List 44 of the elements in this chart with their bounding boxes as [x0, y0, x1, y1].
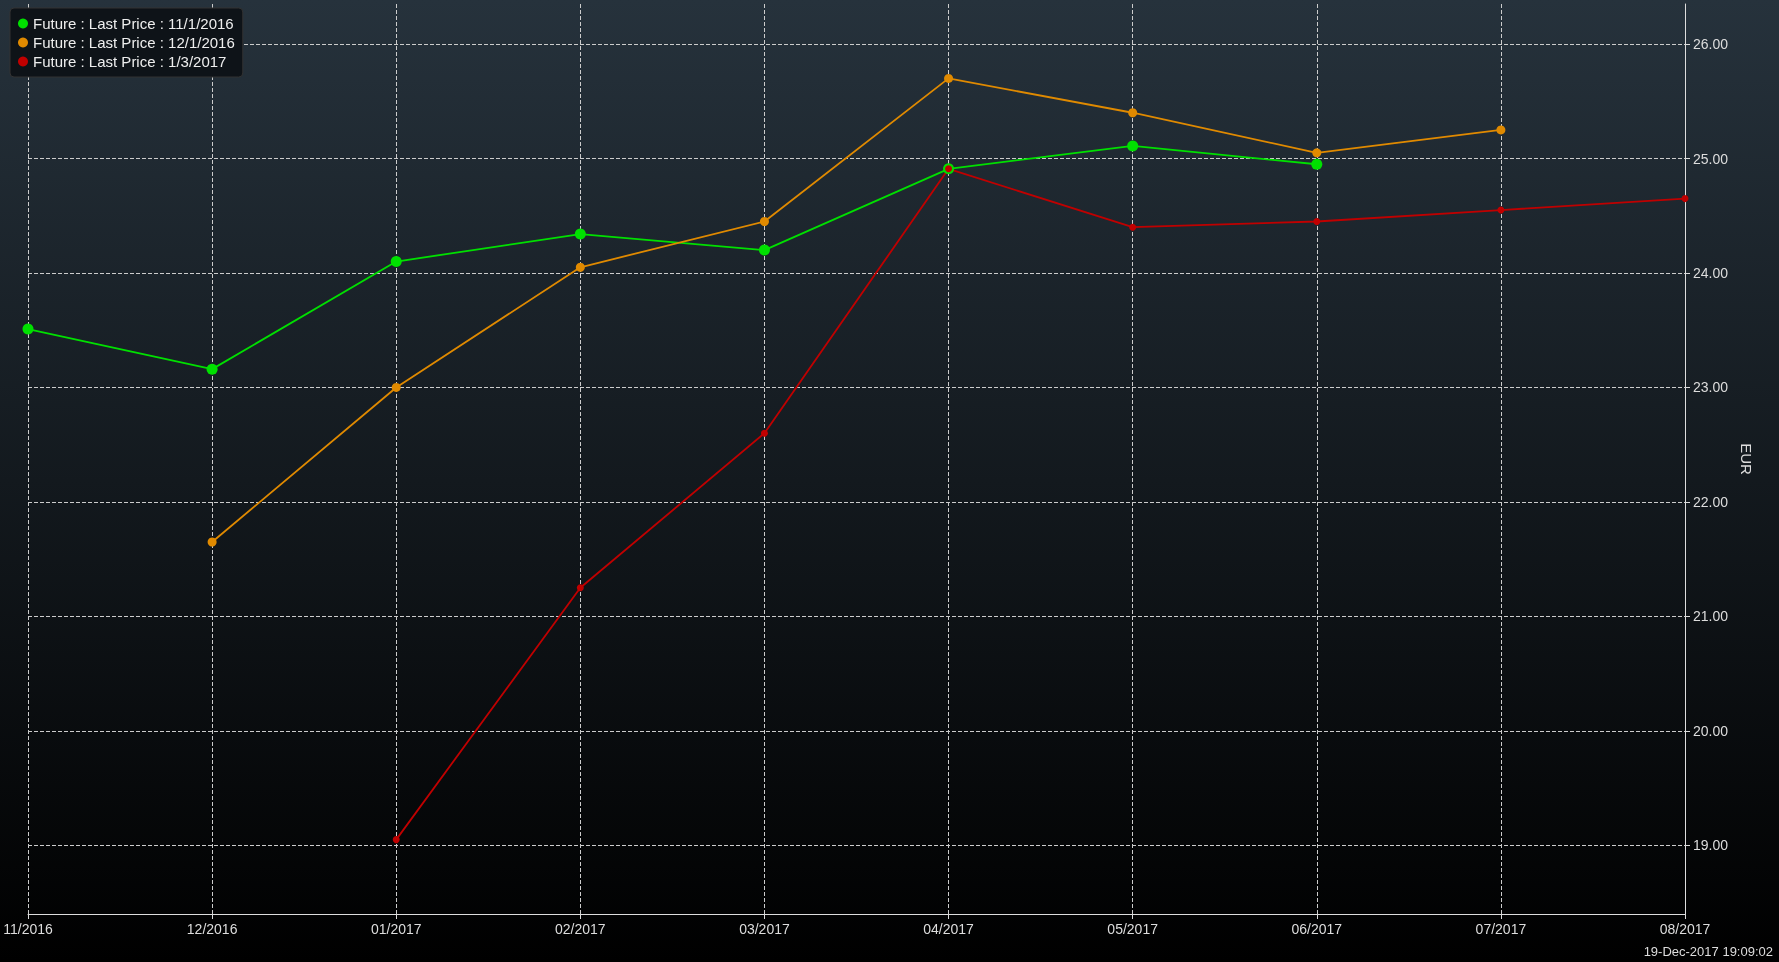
x-tick-label: 03/2017 — [739, 921, 790, 937]
x-tick-label: 07/2017 — [1475, 921, 1527, 937]
point — [391, 382, 401, 392]
x-tick-label: 04/2017 — [923, 921, 975, 937]
x-tick-label: 05/2017 — [1107, 921, 1159, 937]
x-tick-label: 12/2016 — [186, 921, 238, 937]
point — [392, 836, 400, 844]
x-tick-label: 02/2017 — [555, 921, 606, 937]
x-tick-label: 08/2017 — [1659, 921, 1711, 937]
point — [758, 244, 770, 256]
y-tick-label: 22.00 — [1693, 493, 1729, 510]
point — [1313, 217, 1321, 225]
x-tick-label: 06/2017 — [1291, 921, 1343, 937]
point — [390, 256, 402, 268]
point — [944, 73, 954, 83]
point — [575, 262, 585, 272]
point — [1681, 195, 1689, 203]
text: 19-Dec-2017 19:09:02 — [1643, 944, 1773, 959]
point — [576, 584, 584, 592]
point — [22, 323, 34, 335]
y-tick-label: 26.00 — [1693, 36, 1729, 53]
legend-label: Future : Last Price : 12/1/2016 — [33, 34, 235, 51]
y-axis-title: EUR — [1737, 443, 1755, 475]
y-tick-label: 21.00 — [1693, 608, 1729, 625]
y-tick-label: 19.00 — [1693, 837, 1729, 854]
point — [574, 228, 586, 240]
point — [1129, 223, 1137, 231]
y-tick-label: 24.00 — [1693, 264, 1729, 281]
x-tick-label: 01/2017 — [370, 921, 422, 937]
y-tick-label: 25.00 — [1693, 150, 1729, 167]
x-tick-label: 11/2016 — [3, 921, 53, 937]
y-tick-label: 20.00 — [1693, 722, 1729, 739]
point — [1127, 140, 1139, 152]
legend-label: Future : Last Price : 11/1/2016 — [33, 15, 234, 32]
point — [207, 537, 217, 547]
point — [759, 216, 769, 226]
point — [206, 363, 218, 375]
point — [1496, 125, 1506, 135]
point — [1128, 108, 1138, 118]
point — [760, 429, 768, 437]
point — [1312, 148, 1322, 158]
point — [1311, 158, 1323, 170]
legend-label: Future : Last Price : 1/3/2017 — [33, 53, 227, 70]
y-tick-label: 23.00 — [1693, 379, 1729, 396]
